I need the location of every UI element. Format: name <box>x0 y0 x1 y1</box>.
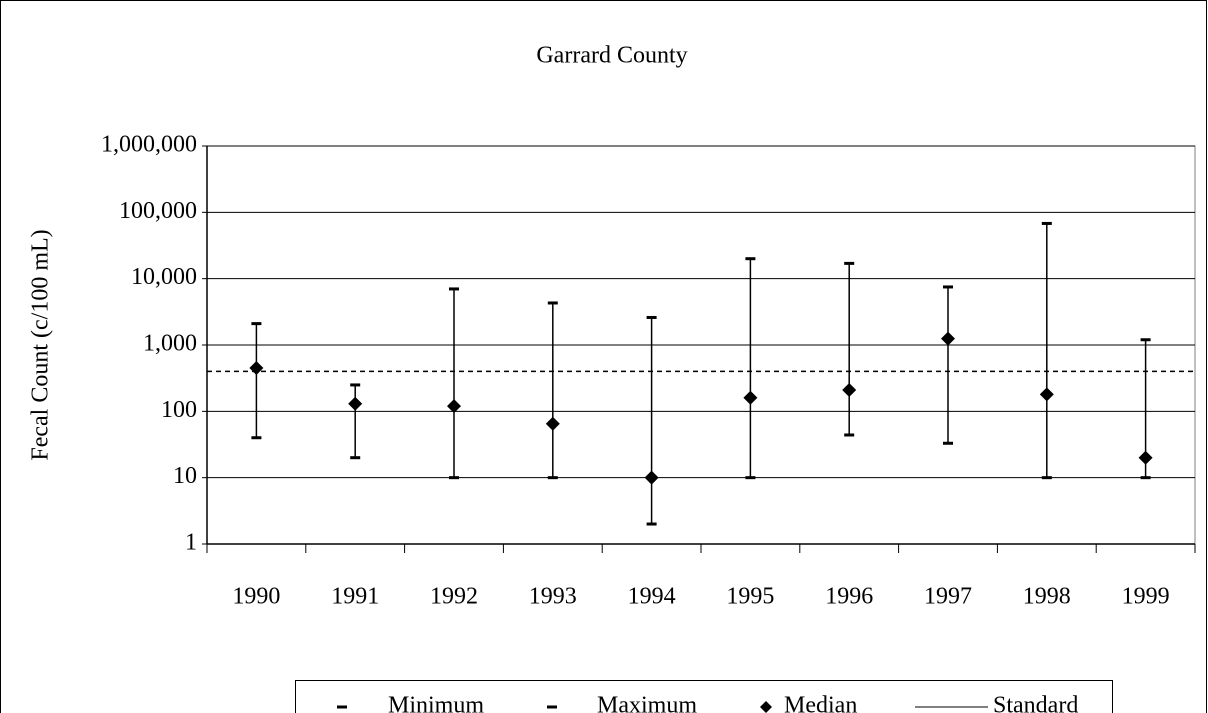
chart-title: Garrard County <box>536 43 687 69</box>
y-tick-label: 100 <box>161 397 197 423</box>
min-marker <box>1041 476 1052 480</box>
min-marker <box>449 476 459 480</box>
median-marker <box>1138 450 1153 465</box>
y-tick-label: 1,000 <box>143 331 197 357</box>
median-marker <box>941 331 955 346</box>
x-tick-label: 1990 <box>232 584 280 610</box>
x-tick-label: 1997 <box>924 584 972 610</box>
min-marker <box>350 456 361 460</box>
min-marker <box>646 522 657 526</box>
x-tick-label: 1999 <box>1122 584 1170 610</box>
x-tick-label: 1996 <box>825 584 873 610</box>
max-marker <box>1041 221 1052 225</box>
legend-label: Standard <box>993 693 1078 713</box>
x-tick-label: 1995 <box>726 584 774 610</box>
median-marker <box>348 396 363 411</box>
min-marker <box>547 476 558 480</box>
max-marker <box>251 322 262 326</box>
max-marker <box>745 257 756 261</box>
max-marker <box>350 383 361 387</box>
y-tick-label: 10 <box>173 463 197 489</box>
y-tick-label: 100,000 <box>119 198 197 224</box>
x-tick-label: 1994 <box>628 584 676 610</box>
legend-label: Maximum <box>597 693 697 713</box>
x-tick-label: 1998 <box>1023 584 1071 610</box>
median-marker <box>447 399 461 414</box>
max-marker <box>449 287 459 291</box>
legend-label: Minimum <box>388 693 484 713</box>
max-marker <box>943 285 953 289</box>
y-tick-label: 1 <box>185 530 197 556</box>
min-marker <box>1140 476 1151 480</box>
y-axis-label: Fecal Count (c/100 mL) <box>28 229 54 460</box>
min-marker <box>251 436 262 440</box>
median-marker <box>842 382 857 397</box>
max-marker <box>1140 338 1151 342</box>
median-marker <box>1039 387 1054 402</box>
max-marker <box>547 301 558 305</box>
legend-swatch <box>547 705 557 709</box>
y-tick-label: 1,000,000 <box>101 132 197 158</box>
y-tick-label: 10,000 <box>131 264 197 290</box>
min-marker <box>943 441 953 445</box>
legend-swatch <box>337 705 347 709</box>
x-tick-label: 1991 <box>331 584 379 610</box>
median-marker <box>249 361 264 376</box>
min-marker <box>745 476 756 480</box>
min-marker <box>844 433 855 437</box>
legend-label: Median <box>784 693 857 713</box>
x-tick-label: 1993 <box>529 584 577 610</box>
median-marker <box>644 470 659 485</box>
max-marker <box>844 261 855 265</box>
median-marker <box>545 416 560 431</box>
x-tick-label: 1992 <box>430 584 478 610</box>
median-marker <box>743 390 758 405</box>
max-marker <box>646 315 657 319</box>
legend-swatch <box>760 701 772 713</box>
legend-box <box>295 680 1113 713</box>
